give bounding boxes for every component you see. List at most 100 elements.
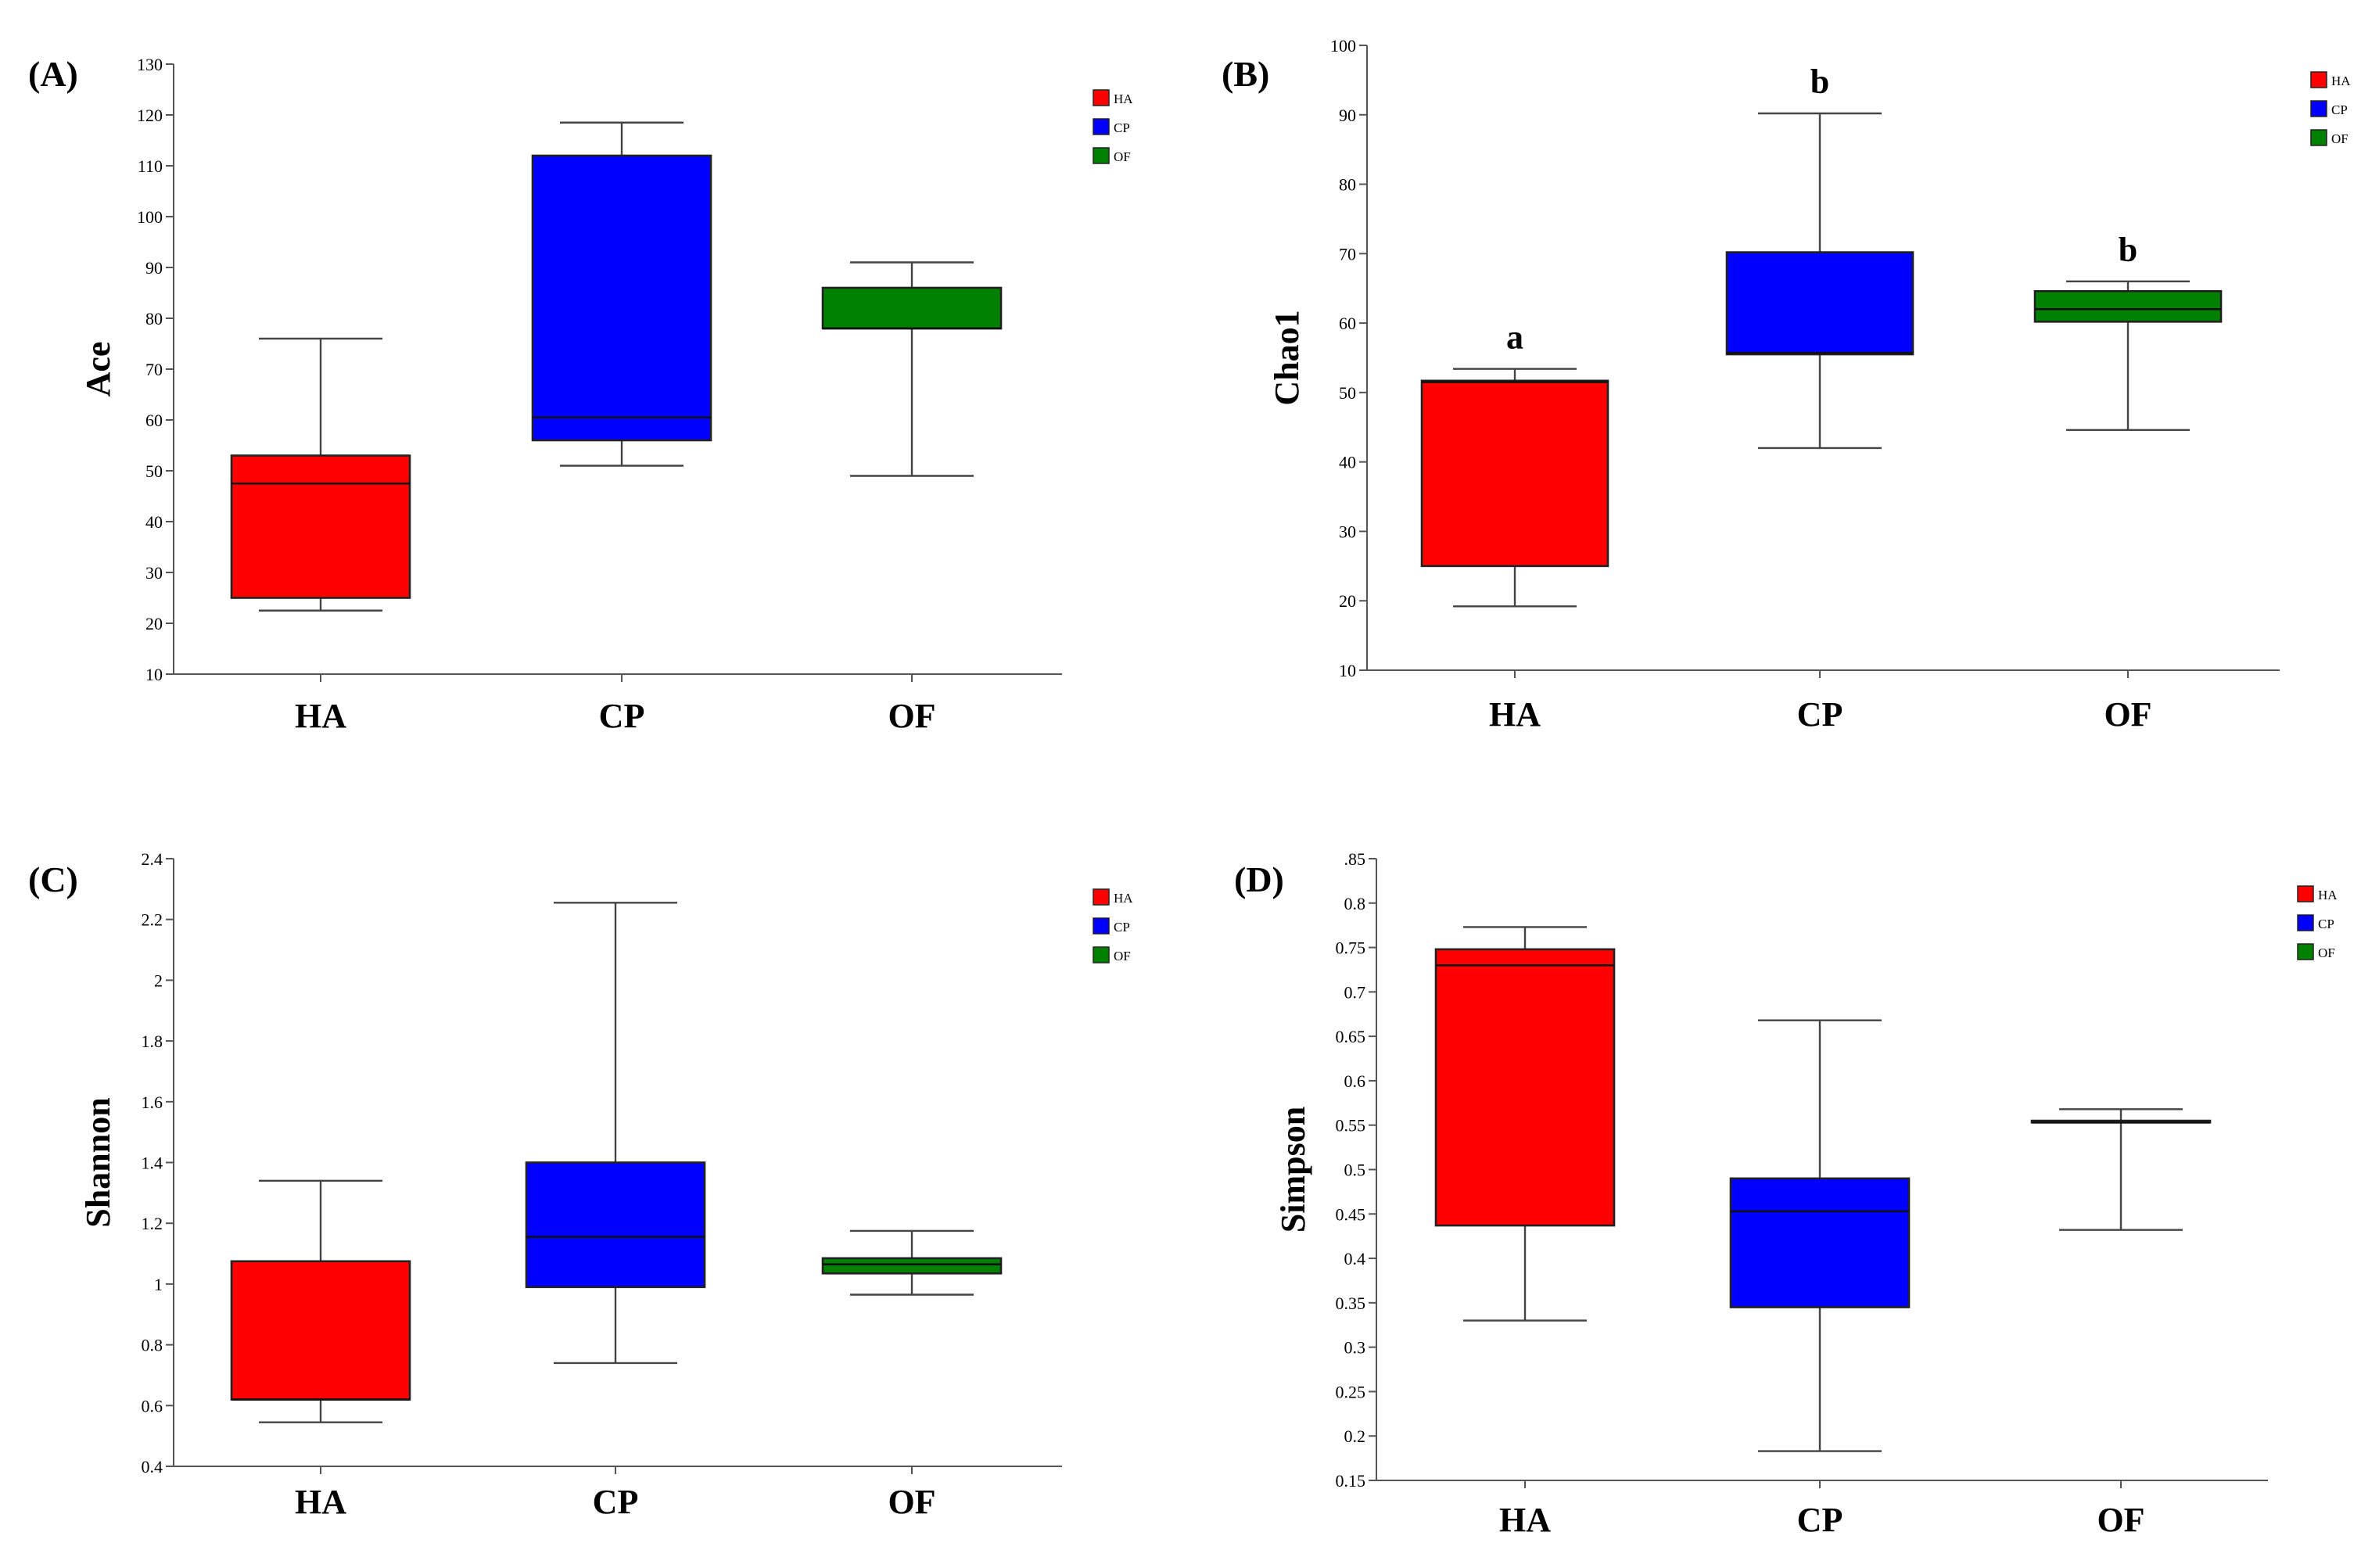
- x-tick-label: HA: [295, 1483, 346, 1521]
- box-ha: [230, 1260, 411, 1401]
- y-tick-label: 50: [1339, 383, 1356, 403]
- y-axis-label: Shannon: [79, 1097, 117, 1227]
- panel-label: (C): [28, 859, 78, 899]
- box-ha: [1434, 948, 1616, 1227]
- panel-label: (B): [1222, 54, 1269, 94]
- legend-label: HA: [2331, 74, 2351, 88]
- y-tick-label: 90: [1339, 106, 1356, 125]
- y-tick-label: 70: [1339, 244, 1356, 264]
- y-tick-label: 1.2: [142, 1214, 163, 1233]
- x-tick-label: CP: [593, 1483, 639, 1521]
- y-tick-label: 80: [145, 309, 163, 328]
- y-tick-label: 120: [137, 106, 163, 125]
- box-cp: [531, 154, 712, 442]
- y-tick-label: 0.6: [1344, 1071, 1366, 1091]
- legend-swatch-cp: [2297, 914, 2314, 931]
- panel-label: (A): [28, 54, 78, 94]
- legend-label: CP: [1114, 120, 1130, 135]
- legend-swatch-ha: [2310, 71, 2327, 88]
- y-tick-label: 0.4: [1344, 1249, 1366, 1268]
- y-tick-label: 10: [145, 665, 163, 684]
- significance-label: b: [1810, 63, 1829, 101]
- legend-label: OF: [2331, 131, 2348, 146]
- y-tick-label: .85: [1344, 849, 1366, 869]
- legend-label: HA: [1114, 891, 1133, 906]
- legend-swatch-ha: [2297, 885, 2314, 902]
- x-tick-label: OF: [888, 697, 935, 735]
- legend-swatch-ha: [1093, 888, 1110, 906]
- legend-label: OF: [1114, 949, 1131, 963]
- y-tick-label: 0.7: [1344, 982, 1366, 1002]
- significance-label: a: [1506, 318, 1523, 357]
- box-of: [821, 286, 1003, 330]
- x-tick-label: HA: [1489, 695, 1541, 734]
- y-tick-label: 0.8: [1344, 894, 1366, 913]
- panel-label: (D): [1234, 859, 1284, 899]
- y-tick-label: 100: [137, 207, 163, 227]
- y-tick-label: 100: [1330, 36, 1356, 56]
- legend-label: HA: [2318, 888, 2338, 902]
- y-tick-label: 0.25: [1336, 1382, 1366, 1401]
- y-axis-label: Chao1: [1268, 310, 1306, 405]
- y-tick-label: 30: [1339, 522, 1356, 541]
- y-tick-label: 80: [1339, 175, 1356, 195]
- x-tick-label: HA: [295, 697, 346, 735]
- legend-label: OF: [2318, 945, 2335, 960]
- legend-swatch-of: [1093, 147, 1110, 164]
- y-tick-label: 0.75: [1336, 938, 1366, 958]
- x-tick-label: CP: [599, 697, 645, 735]
- legend-label: CP: [2318, 917, 2334, 931]
- legend-swatch-cp: [1093, 917, 1110, 935]
- y-tick-label: 30: [145, 563, 163, 583]
- box-ha: [1420, 379, 1609, 568]
- y-tick-label: 40: [145, 512, 163, 532]
- x-tick-label: CP: [1797, 1501, 1843, 1539]
- legend-label: OF: [1114, 149, 1131, 164]
- legend-label: CP: [1114, 920, 1130, 935]
- panel-b: (B) 10 20 30 40 50 60 70 80 90 100 Chao1 HA a CP b OF b HA…: [1222, 36, 2351, 734]
- y-tick-label: 1.8: [142, 1032, 163, 1051]
- box-ha: [230, 454, 411, 599]
- box-cp: [525, 1161, 706, 1289]
- y-tick-label: 90: [145, 258, 163, 278]
- y-tick-label: 2.4: [142, 849, 163, 869]
- legend-label: CP: [2331, 102, 2348, 117]
- y-tick-label: 130: [137, 55, 163, 74]
- box-cp: [1725, 251, 1914, 356]
- y-tick-label: 2: [154, 971, 163, 990]
- y-tick-label: 0.8: [142, 1336, 163, 1355]
- y-tick-label: 40: [1339, 453, 1356, 472]
- y-axis-label: Ace: [79, 342, 117, 397]
- box-of: [2033, 289, 2223, 323]
- y-tick-label: 0.2: [1344, 1426, 1366, 1446]
- y-tick-label: 0.6: [142, 1396, 163, 1416]
- x-tick-label: OF: [2104, 695, 2151, 734]
- panel-a: (A) 10 20 30 40 50 60 70 80 90 100 110 120 130 Ace HA CP…: [28, 54, 1133, 735]
- y-tick-label: 0.35: [1336, 1294, 1366, 1313]
- significance-label: b: [2119, 231, 2137, 269]
- y-tick-label: 60: [1339, 314, 1356, 333]
- y-tick-label: 2.2: [142, 910, 163, 930]
- legend-swatch-ha: [1093, 89, 1110, 106]
- panel-d: (D) 0.15 0.2 0.25 0.3 0.35 0.4 0.45 0.5 0.55 0.6 0.…: [1234, 849, 2338, 1539]
- y-tick-label: 70: [145, 360, 163, 379]
- y-tick-label: 50: [145, 461, 163, 481]
- legend-label: HA: [1114, 91, 1133, 106]
- box-of: [821, 1257, 1003, 1275]
- x-tick-label: OF: [888, 1483, 935, 1521]
- legend-swatch-of: [1093, 946, 1110, 963]
- legend-swatch-of: [2310, 129, 2327, 146]
- legend-swatch-cp: [1093, 118, 1110, 135]
- y-tick-label: 0.4: [142, 1457, 163, 1477]
- y-tick-label: 0.15: [1336, 1471, 1366, 1491]
- y-tick-label: 0.45: [1336, 1204, 1366, 1224]
- y-tick-label: 1.6: [142, 1093, 163, 1112]
- legend-swatch-cp: [2310, 100, 2327, 117]
- y-tick-label: 0.55: [1336, 1116, 1366, 1136]
- y-tick-label: 20: [145, 614, 163, 633]
- panel-c: (C) 0.4 0.6 0.8 1 1.2 1.4 1.6 1.8 2 2.2 2.4 Shannon H…: [28, 849, 1133, 1521]
- x-tick-label: HA: [1499, 1501, 1551, 1539]
- y-tick-label: 1.4: [142, 1154, 163, 1173]
- y-tick-label: 10: [1339, 661, 1356, 680]
